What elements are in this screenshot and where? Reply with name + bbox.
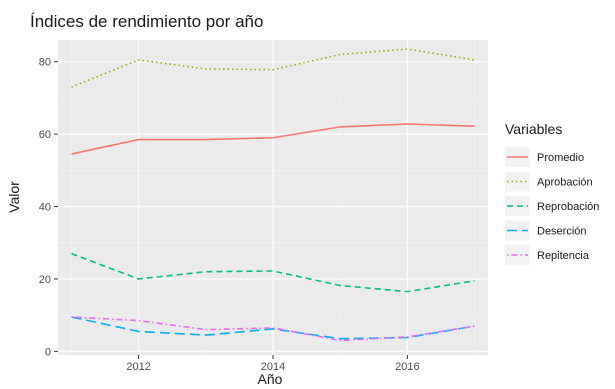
legend-items: Promedio Aprobación Reprobación Deserción Re… [505, 147, 599, 265]
series-line-repitencia [71, 316, 475, 342]
y-axis-title: Valor [6, 181, 22, 213]
x-axis-ticks: 2012 2014 2016 [126, 355, 420, 373]
legend-label-desercion: Deserción [537, 226, 587, 238]
y-tick-label: 60 [39, 129, 51, 141]
legend-label-reprobacion: Reprobación [537, 201, 599, 213]
y-tick-label: 40 [39, 202, 51, 214]
legend-key-bg [505, 220, 530, 241]
legend-label-promedio: Promedio [537, 152, 584, 164]
legend: Variables Promedio Aprobación Reprobación D… [505, 121, 599, 265]
x-axis-title: Año [258, 371, 283, 387]
x-tick-label: 2012 [126, 361, 150, 373]
y-tick-label: 20 [39, 274, 51, 286]
major-gridlines [58, 40, 488, 355]
x-tick-label: 2014 [261, 361, 285, 373]
legend-title: Variables [505, 121, 562, 137]
y-tick-label: 0 [45, 346, 51, 358]
legend-label-aprobacion: Aprobación [537, 177, 593, 189]
legend-label-repitencia: Repitencia [537, 250, 590, 262]
x-tick-label: 2016 [395, 361, 419, 373]
series-line-aprobacion [71, 48, 475, 88]
series-line-reprobacion [71, 252, 475, 293]
series-lines [71, 48, 475, 342]
y-tick-label: 80 [39, 57, 51, 69]
series-line-promedio [71, 123, 475, 155]
chart-title: Índices de rendimiento por año [30, 12, 263, 31]
y-axis-ticks: 0 20 40 60 80 [39, 57, 58, 358]
